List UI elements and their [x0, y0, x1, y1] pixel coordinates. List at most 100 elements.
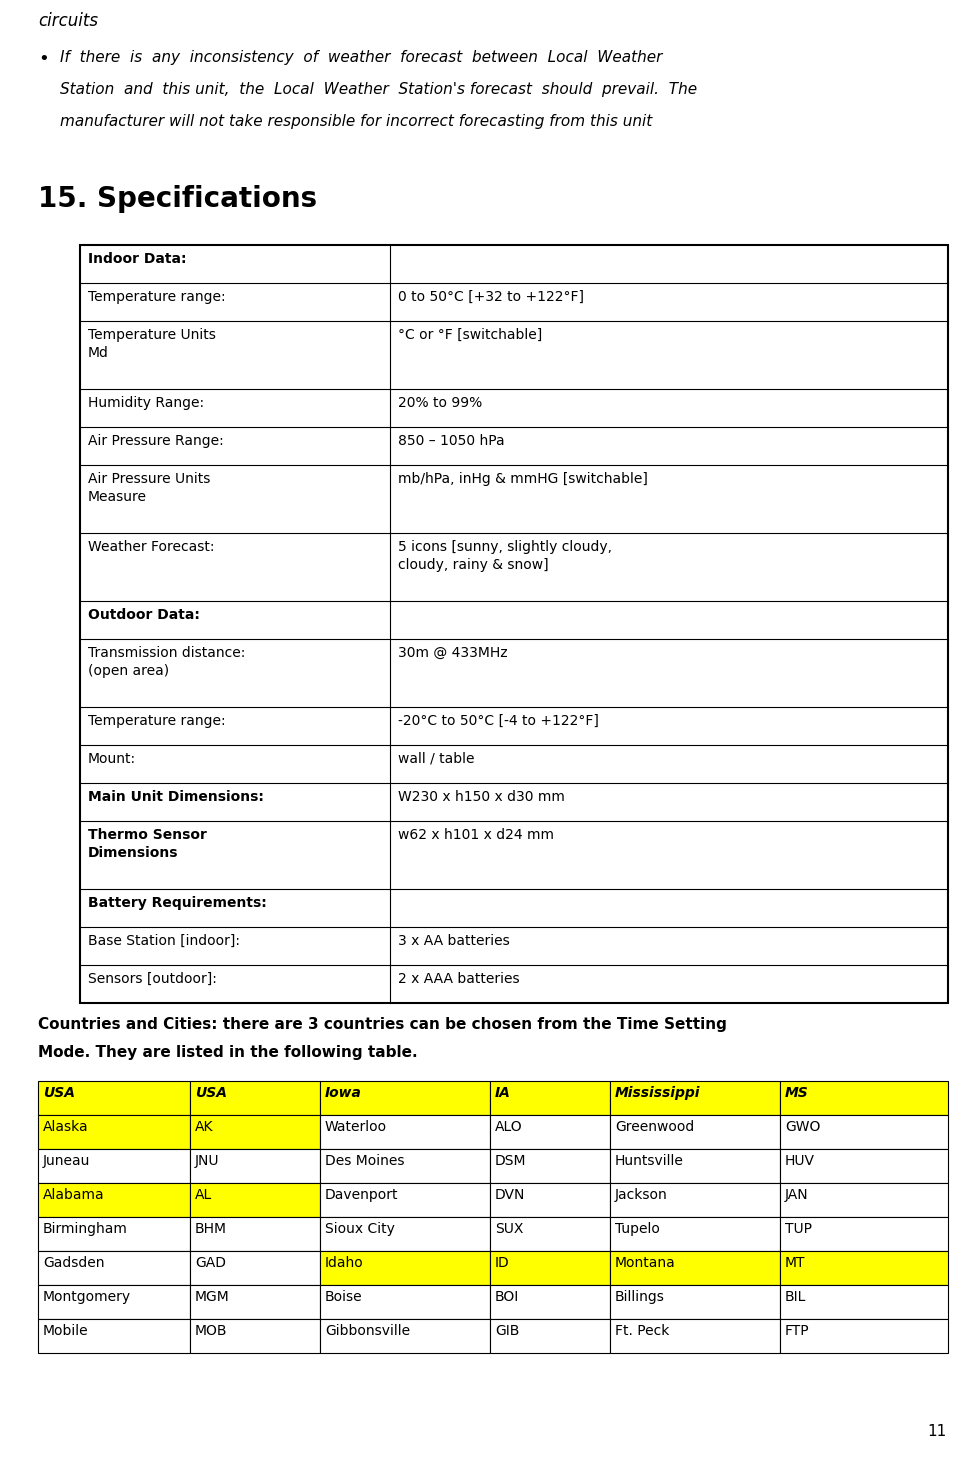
Bar [38, 1252, 190, 1285]
Bar [320, 1081, 490, 1115]
Bar [780, 1081, 948, 1115]
Text: Juneau: Juneau [43, 1154, 91, 1169]
Text: -20°C to 50°C [-4 to +122°F]: -20°C to 50°C [-4 to +122°F] [398, 714, 599, 728]
Text: Billings: Billings [615, 1289, 665, 1304]
Bar [610, 1183, 780, 1217]
Text: Transmission distance:
(open area): Transmission distance: (open area) [88, 645, 245, 679]
Text: w62 x h101 x d24 mm: w62 x h101 x d24 mm [398, 828, 554, 842]
Text: Iowa: Iowa [325, 1085, 361, 1100]
Bar [190, 1115, 320, 1150]
Text: Alaska: Alaska [43, 1120, 89, 1134]
Bar [38, 1319, 190, 1354]
Text: MOB: MOB [195, 1324, 228, 1338]
Bar [490, 1183, 610, 1217]
Text: W230 x h150 x d30 mm: W230 x h150 x d30 mm [398, 790, 565, 804]
Bar [490, 1217, 610, 1252]
Text: Jackson: Jackson [615, 1187, 667, 1202]
Text: Des Moines: Des Moines [325, 1154, 404, 1169]
Bar [490, 1150, 610, 1183]
Text: ALO: ALO [495, 1120, 523, 1134]
Text: SUX: SUX [495, 1222, 524, 1236]
Bar [490, 1285, 610, 1319]
Bar [190, 1081, 320, 1115]
Bar [610, 1150, 780, 1183]
Text: GWO: GWO [785, 1120, 821, 1134]
Text: AK: AK [195, 1120, 214, 1134]
Text: 0 to 50°C [+32 to +122°F]: 0 to 50°C [+32 to +122°F] [398, 290, 584, 305]
Text: Temperature Units
Md: Temperature Units Md [88, 328, 216, 360]
Text: circuits: circuits [38, 12, 98, 31]
Text: 11: 11 [928, 1423, 947, 1440]
Text: Temperature range:: Temperature range: [88, 714, 226, 728]
Text: Outdoor Data:: Outdoor Data: [88, 608, 200, 622]
Text: GIB: GIB [495, 1324, 520, 1338]
Text: AL: AL [195, 1187, 212, 1202]
Bar [320, 1183, 490, 1217]
Text: Thermo Sensor
Dimensions: Thermo Sensor Dimensions [88, 828, 207, 861]
Text: USA: USA [43, 1085, 75, 1100]
Bar [320, 1285, 490, 1319]
Text: Weather Forecast:: Weather Forecast: [88, 541, 215, 554]
Bar [38, 1285, 190, 1319]
Text: BIL: BIL [785, 1289, 806, 1304]
Text: JAN: JAN [785, 1187, 809, 1202]
Bar [190, 1183, 320, 1217]
Text: Boise: Boise [325, 1289, 362, 1304]
Bar [490, 1252, 610, 1285]
Bar [320, 1319, 490, 1354]
Text: DSM: DSM [495, 1154, 527, 1169]
Text: 15. Specifications: 15. Specifications [38, 185, 318, 213]
Bar [490, 1319, 610, 1354]
Bar [610, 1081, 780, 1115]
Bar [490, 1081, 610, 1115]
Text: BOI: BOI [495, 1289, 519, 1304]
Bar [190, 1217, 320, 1252]
Text: MS: MS [785, 1085, 809, 1100]
Bar [610, 1285, 780, 1319]
Text: DVN: DVN [495, 1187, 526, 1202]
Text: Sensors [outdoor]:: Sensors [outdoor]: [88, 972, 217, 986]
Text: GAD: GAD [195, 1256, 226, 1271]
Text: 2 x AAA batteries: 2 x AAA batteries [398, 972, 520, 986]
Bar [38, 1217, 190, 1252]
Bar [610, 1217, 780, 1252]
Text: TUP: TUP [785, 1222, 812, 1236]
Bar [320, 1150, 490, 1183]
Text: Huntsville: Huntsville [615, 1154, 684, 1169]
Text: Montana: Montana [615, 1256, 676, 1271]
Bar [320, 1252, 490, 1285]
Bar [780, 1217, 948, 1252]
Text: Humidity Range:: Humidity Range: [88, 396, 204, 409]
Text: Idaho: Idaho [325, 1256, 363, 1271]
Bar [780, 1285, 948, 1319]
Text: If  there  is  any  inconsistency  of  weather  forecast  between  Local  Weathe: If there is any inconsistency of weather… [60, 50, 662, 66]
Text: Sioux City: Sioux City [325, 1222, 395, 1236]
Text: 850 – 1050 hPa: 850 – 1050 hPa [398, 434, 505, 447]
Text: Air Pressure Units
Measure: Air Pressure Units Measure [88, 472, 210, 504]
Bar [190, 1285, 320, 1319]
Text: mb/hPa, inHg & mmHG [switchable]: mb/hPa, inHg & mmHG [switchable] [398, 472, 648, 487]
Text: Montgomery: Montgomery [43, 1289, 131, 1304]
Text: 30m @ 433MHz: 30m @ 433MHz [398, 645, 508, 660]
Text: MT: MT [785, 1256, 805, 1271]
Text: JNU: JNU [195, 1154, 220, 1169]
Bar [780, 1115, 948, 1150]
Bar [190, 1319, 320, 1354]
Text: Air Pressure Range:: Air Pressure Range: [88, 434, 224, 447]
Bar [80, 245, 948, 1002]
Bar [610, 1252, 780, 1285]
Text: Mississippi: Mississippi [615, 1085, 701, 1100]
Text: Temperature range:: Temperature range: [88, 290, 226, 305]
Text: 20% to 99%: 20% to 99% [398, 396, 483, 409]
Bar [38, 1115, 190, 1150]
Text: Indoor Data:: Indoor Data: [88, 252, 187, 267]
Text: Gadsden: Gadsden [43, 1256, 105, 1271]
Text: Mode. They are listed in the following table.: Mode. They are listed in the following t… [38, 1045, 417, 1061]
Text: Tupelo: Tupelo [615, 1222, 659, 1236]
Bar [780, 1252, 948, 1285]
Text: Mobile: Mobile [43, 1324, 89, 1338]
Bar [38, 1081, 190, 1115]
Text: BHM: BHM [195, 1222, 227, 1236]
Bar [38, 1183, 190, 1217]
Text: Main Unit Dimensions:: Main Unit Dimensions: [88, 790, 264, 804]
